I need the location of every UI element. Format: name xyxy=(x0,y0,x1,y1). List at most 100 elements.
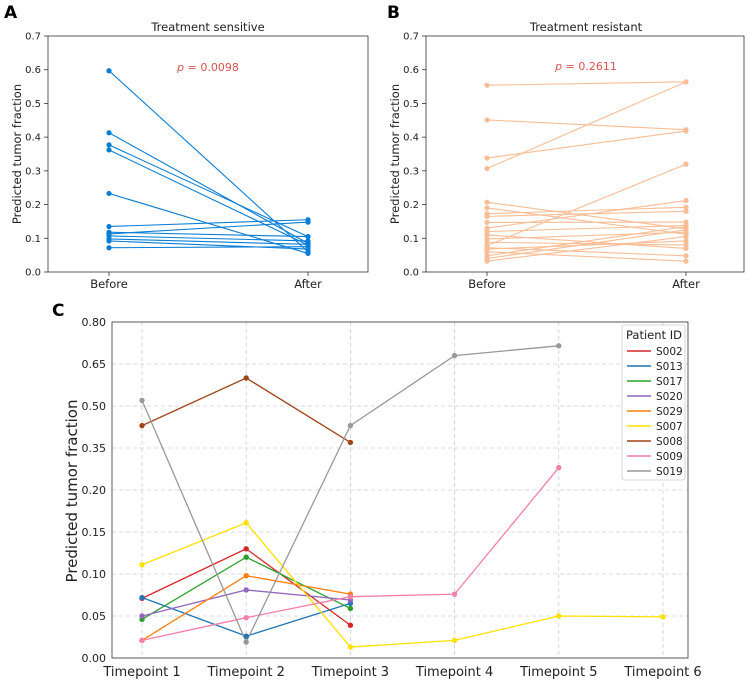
data-point-s002 xyxy=(243,546,249,552)
after-point xyxy=(683,79,689,85)
panel-b-chart: Treatment resistant Predicted tumor frac… xyxy=(388,20,745,291)
paired-line xyxy=(486,224,687,233)
data-point-s009 xyxy=(243,614,249,621)
before-point xyxy=(484,165,490,172)
after-point xyxy=(683,258,689,264)
y-tick-label: 0.80 xyxy=(82,316,107,329)
data-point-s007 xyxy=(556,613,562,619)
after-point xyxy=(683,227,689,233)
paired-line xyxy=(108,231,309,238)
paired-line xyxy=(108,221,309,235)
y-tick-label: 0.15 xyxy=(82,526,107,539)
paired-line xyxy=(486,236,687,262)
y-tick-label: 0.7 xyxy=(403,32,419,43)
before-point xyxy=(484,258,490,264)
data-point-s009 xyxy=(556,464,562,471)
data-point-s019 xyxy=(451,352,458,359)
y-tick-label: 0.3 xyxy=(25,166,41,177)
before-point xyxy=(106,245,112,251)
data-point-s009 xyxy=(451,591,458,597)
after-point xyxy=(683,197,689,204)
data-point-s002 xyxy=(347,622,354,628)
y-tick-label: 0.7 xyxy=(25,32,41,43)
before-point xyxy=(106,142,112,148)
y-tick-label: 0.2 xyxy=(25,200,41,211)
before-point xyxy=(484,205,490,211)
panel-b-title: Treatment resistant xyxy=(529,20,643,34)
panel-a-chart: Treatment sensitive Predicted tumor frac… xyxy=(10,20,369,291)
y-tick-label: 0.35 xyxy=(82,442,107,455)
before-point xyxy=(106,130,112,136)
x-tick-label: Timepoint 6 xyxy=(623,665,701,680)
legend-label: S008 xyxy=(656,436,683,448)
after-point xyxy=(683,242,689,248)
panel-c-frame xyxy=(111,321,689,659)
panel-b-ylabel: Predicted tumor fraction xyxy=(388,84,402,224)
before-point xyxy=(484,155,490,161)
y-tick-label: 0.20 xyxy=(82,484,107,497)
data-point-s019 xyxy=(556,343,562,349)
data-point-s020 xyxy=(243,587,249,593)
data-point-s013 xyxy=(243,633,249,639)
data-point-s007 xyxy=(451,637,458,644)
y-tick-label: 0.6 xyxy=(403,65,419,76)
y-tick-label: 0.00 xyxy=(82,652,107,665)
panel-letter-a: A xyxy=(4,3,18,23)
panel-letter-c: C xyxy=(52,301,64,321)
after-point xyxy=(683,253,689,259)
legend-label: S017 xyxy=(656,376,683,388)
after-point xyxy=(305,219,311,225)
data-point-s009 xyxy=(139,637,145,644)
y-tick-label: 0.1 xyxy=(403,234,419,245)
x-tick-label: Timepoint 5 xyxy=(519,665,597,680)
y-tick-label: 0.50 xyxy=(82,400,107,413)
y-tick-label: 0.65 xyxy=(82,358,107,371)
after-point xyxy=(683,238,689,244)
data-point-s008 xyxy=(243,375,249,381)
legend-label: S019 xyxy=(656,466,683,478)
before-point xyxy=(106,190,112,197)
data-point-s007 xyxy=(243,520,249,526)
legend-label: S013 xyxy=(656,361,683,373)
x-tick-label: Before xyxy=(90,277,128,291)
data-point-s020 xyxy=(139,613,145,619)
after-point xyxy=(305,250,311,257)
data-point-s019 xyxy=(347,422,354,429)
legend-label: S020 xyxy=(656,391,683,403)
before-point xyxy=(484,232,490,238)
after-point xyxy=(683,204,689,210)
paired-line xyxy=(486,231,687,240)
y-tick-label: 0.6 xyxy=(25,65,41,76)
paired-line xyxy=(108,240,309,250)
x-tick-label: Timepoint 2 xyxy=(207,665,285,680)
after-point xyxy=(683,208,689,214)
y-tick-label: 0.0 xyxy=(403,268,419,279)
before-point xyxy=(106,68,112,74)
paired-line xyxy=(486,130,687,159)
panel-letter-b: B xyxy=(387,3,400,23)
panel-c-ylabel: Predicted tumor fraction xyxy=(63,400,81,583)
panel-b-pvalue: p = 0.2611 xyxy=(554,60,617,73)
y-tick-label: 0.0 xyxy=(25,268,41,279)
y-tick-label: 0.3 xyxy=(403,166,419,177)
y-tick-label: 0.4 xyxy=(25,133,41,144)
panel-c-chart: Predicted tumor fraction 0.00 0.05 0.10 0.1… xyxy=(63,316,702,680)
legend-label: S029 xyxy=(656,406,683,418)
data-point-s017 xyxy=(243,554,249,560)
paired-line xyxy=(108,246,309,249)
legend-label: S009 xyxy=(656,451,683,463)
y-tick-label: 0.4 xyxy=(403,133,419,144)
x-tick-label: After xyxy=(672,277,700,291)
before-point xyxy=(484,219,490,226)
paired-line xyxy=(486,81,687,86)
before-point xyxy=(106,147,112,153)
paired-line xyxy=(486,163,687,247)
data-point-s007 xyxy=(139,562,145,568)
data-point-s019 xyxy=(139,397,145,404)
y-tick-label: 0.05 xyxy=(82,610,107,623)
data-point-s013 xyxy=(139,594,145,601)
x-tick-label: After xyxy=(294,277,322,291)
x-tick-label: Timepoint 4 xyxy=(415,665,493,680)
y-tick-label: 0.2 xyxy=(403,200,419,211)
